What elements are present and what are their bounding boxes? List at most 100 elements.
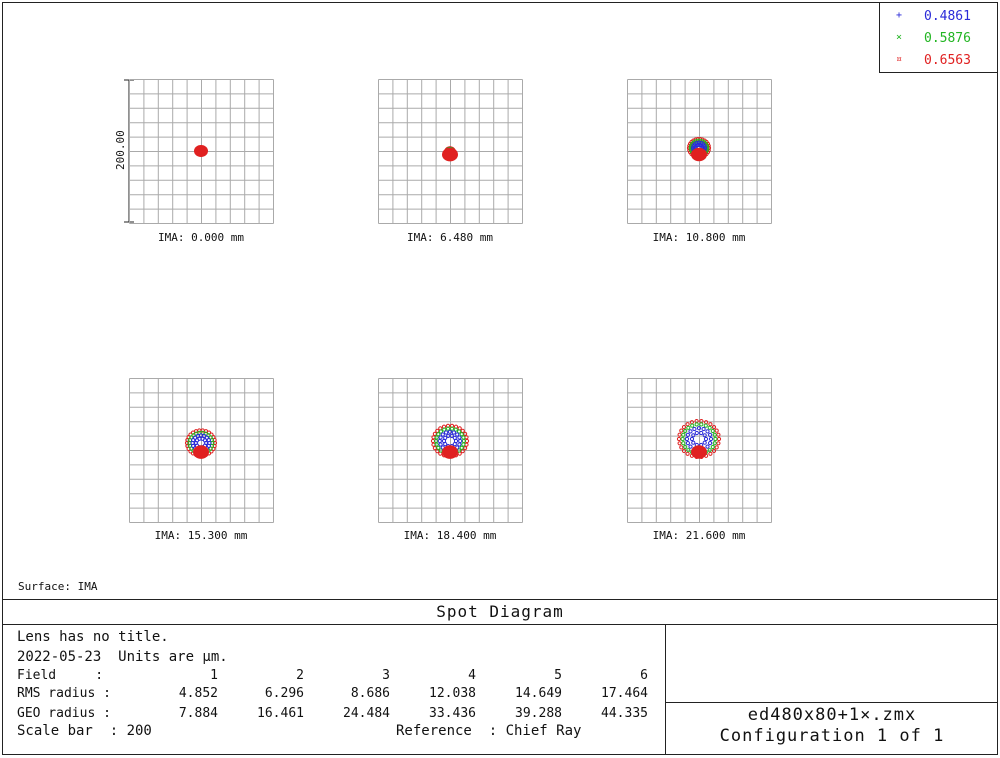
spot-ray — [679, 445, 684, 450]
spot-grid — [378, 79, 523, 224]
geo-label: GEO radius : — [17, 706, 111, 721]
spot-ray — [440, 432, 445, 437]
spot-ray — [705, 141, 711, 146]
cross-marker-icon: × — [896, 32, 903, 43]
spot-ray — [708, 422, 713, 427]
spot-ray — [435, 428, 440, 434]
spot-plot-field-5 — [378, 378, 523, 523]
spot-ray — [704, 420, 709, 425]
spot-ray — [716, 436, 722, 442]
spot-ray — [710, 428, 715, 434]
spot-ray — [202, 438, 208, 443]
geo-value: 16.461 — [257, 706, 304, 721]
geo-value: 44.335 — [601, 706, 648, 721]
rms-value: 12.038 — [429, 686, 476, 701]
spot-ray — [444, 430, 449, 435]
diagram-title: Spot Diagram — [436, 602, 564, 621]
spot-core — [442, 147, 458, 162]
spot-ray — [435, 449, 440, 454]
spot-ray — [685, 422, 690, 427]
lens-title-line: Lens has no title. — [17, 629, 169, 645]
spot-ray — [708, 436, 714, 442]
spot-ray — [457, 442, 462, 447]
spot-core — [691, 147, 707, 162]
spot-ray — [685, 441, 691, 446]
spot-grid — [129, 79, 274, 224]
spot-ray — [716, 432, 721, 437]
wavelength-legend: + 0.4861 × 0.5876 ¤ 0.6563 — [879, 2, 998, 73]
spot-ray — [689, 420, 695, 425]
divider — [2, 624, 998, 625]
spot-ray — [713, 436, 718, 442]
spot-ray — [703, 436, 709, 442]
spot-ray — [452, 442, 457, 447]
spot-ray — [685, 451, 690, 456]
spot-ray — [442, 427, 447, 432]
spot-ray — [707, 425, 712, 430]
spot-ray — [694, 422, 699, 427]
field-number: 6 — [640, 668, 648, 683]
geo-value: 39.288 — [515, 706, 562, 721]
square-marker-icon: ¤ — [896, 54, 903, 65]
plot-caption: IMA: 6.480 mm — [406, 231, 494, 244]
reference-text: Reference : Chief Ray — [396, 723, 582, 739]
spot-ray — [696, 426, 702, 431]
spot-ray — [461, 442, 466, 447]
legend-entry-green: × 0.5876 — [880, 31, 998, 51]
spot-ray — [452, 435, 457, 441]
spot-ray — [449, 433, 454, 439]
legend-entry-blue: + 0.4861 — [880, 9, 998, 29]
rms-value: 4.852 — [178, 686, 218, 701]
field-number: 4 — [468, 668, 476, 683]
spot-ray — [716, 441, 721, 446]
spot-plot-field-2 — [378, 79, 523, 224]
spot-ray — [706, 145, 712, 151]
spot-ray — [686, 425, 691, 430]
spot-ray — [703, 423, 708, 428]
spot-ray — [460, 428, 465, 434]
spot-ray — [694, 430, 699, 436]
spot-ray — [685, 432, 691, 438]
spot-core — [193, 445, 209, 459]
spot-ray — [701, 426, 706, 432]
spot-grid — [378, 378, 523, 523]
spot-ray — [681, 432, 686, 437]
geo-value: 7.884 — [178, 706, 218, 721]
spot-ray — [432, 446, 438, 451]
spot-ray — [455, 432, 460, 437]
spot-ray — [688, 444, 693, 449]
scale-bar-label: 200.00 — [114, 130, 127, 170]
spot-ray — [688, 429, 693, 434]
divider — [2, 599, 998, 600]
spot-ray — [443, 435, 448, 441]
spot-ray — [436, 432, 441, 437]
spot-ray — [710, 444, 715, 450]
spot-ray — [699, 430, 704, 436]
field-label: Field : — [17, 668, 104, 683]
spot-ray — [208, 446, 213, 451]
spot-core — [691, 445, 707, 459]
spot-ray — [705, 444, 710, 449]
spot-ray — [699, 422, 704, 427]
spot-ray — [708, 441, 713, 446]
field-number: 2 — [296, 668, 304, 683]
spot-grid — [627, 79, 772, 224]
spot-ray — [206, 438, 211, 443]
spot-ray — [461, 438, 467, 444]
spot-ray — [699, 144, 704, 149]
spot-ray — [684, 436, 690, 442]
spot-ray — [714, 428, 719, 433]
spot-ray — [461, 435, 466, 440]
spot-ray — [711, 448, 717, 454]
spot-ray — [432, 431, 438, 437]
spot-ray — [449, 426, 455, 431]
spot-ray — [690, 423, 695, 428]
divider — [665, 624, 666, 755]
spot-ray — [681, 425, 687, 430]
spot-ray — [438, 429, 444, 434]
plot-caption: IMA: 0.000 mm — [157, 231, 245, 244]
spot-ray — [677, 432, 682, 437]
spot-ray — [434, 442, 439, 447]
spot-ray — [699, 419, 704, 424]
